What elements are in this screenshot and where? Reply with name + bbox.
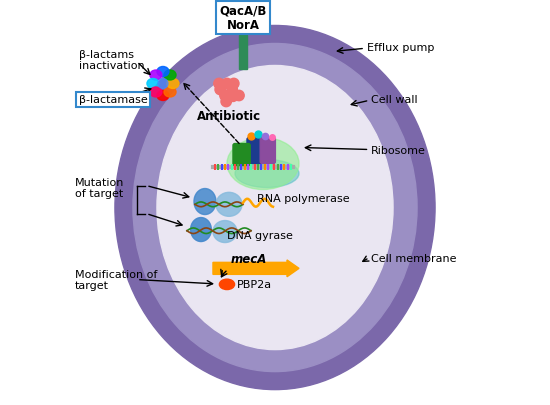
Circle shape [229, 79, 239, 90]
Ellipse shape [219, 279, 235, 290]
Ellipse shape [115, 26, 435, 390]
Text: mecA: mecA [231, 253, 267, 266]
Circle shape [228, 92, 238, 102]
Text: PBP2a: PBP2a [237, 280, 272, 290]
Ellipse shape [158, 79, 168, 89]
FancyBboxPatch shape [233, 144, 250, 166]
Ellipse shape [157, 91, 169, 101]
Circle shape [214, 79, 224, 90]
Bar [239, 36, 248, 70]
Circle shape [220, 91, 230, 101]
Text: Ribosome: Ribosome [371, 145, 426, 155]
Text: Mutation
of target: Mutation of target [75, 177, 124, 199]
Text: β-lactamase: β-lactamase [79, 95, 147, 105]
Ellipse shape [167, 79, 179, 89]
Circle shape [227, 85, 238, 96]
Ellipse shape [150, 88, 162, 98]
Ellipse shape [150, 71, 162, 81]
Text: Cell wall: Cell wall [371, 95, 417, 105]
Ellipse shape [147, 79, 159, 89]
Text: QacA/B
NorA: QacA/B NorA [219, 4, 267, 32]
Circle shape [241, 17, 251, 28]
Ellipse shape [157, 67, 169, 77]
FancyBboxPatch shape [247, 138, 263, 164]
Ellipse shape [190, 218, 211, 242]
Ellipse shape [235, 160, 299, 188]
Circle shape [234, 91, 244, 101]
Text: DNA gyrase: DNA gyrase [227, 230, 293, 240]
Ellipse shape [164, 88, 176, 98]
Circle shape [222, 79, 232, 90]
Ellipse shape [227, 138, 299, 190]
Text: Antibiotic: Antibiotic [197, 110, 261, 123]
Ellipse shape [157, 66, 393, 350]
FancyArrow shape [213, 260, 299, 277]
Circle shape [215, 85, 226, 96]
Circle shape [233, 15, 244, 25]
Ellipse shape [194, 189, 216, 215]
FancyBboxPatch shape [260, 138, 276, 164]
Circle shape [236, 11, 246, 21]
Text: β-lactams
inactivation: β-lactams inactivation [79, 49, 145, 71]
Text: RNA polymerase: RNA polymerase [257, 193, 350, 203]
Text: Cell membrane: Cell membrane [371, 253, 456, 263]
Ellipse shape [213, 221, 237, 243]
Ellipse shape [216, 193, 242, 217]
Ellipse shape [164, 71, 176, 81]
Circle shape [236, 17, 246, 28]
Circle shape [241, 11, 251, 21]
Text: Efflux pump: Efflux pump [367, 43, 434, 53]
Circle shape [221, 97, 232, 107]
Ellipse shape [133, 45, 417, 372]
Text: Modification of
target: Modification of target [75, 269, 157, 291]
